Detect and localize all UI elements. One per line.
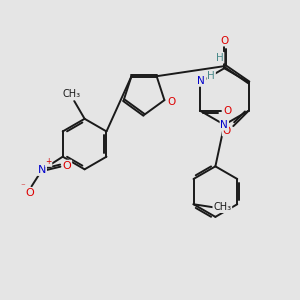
Text: +: +: [45, 157, 52, 166]
Text: N: N: [220, 120, 228, 130]
Text: O: O: [26, 188, 34, 198]
Text: ⁻: ⁻: [20, 182, 25, 191]
Text: O: O: [168, 97, 176, 106]
Text: CH₃: CH₃: [213, 202, 231, 212]
Text: O: O: [220, 36, 228, 46]
Text: N: N: [197, 76, 205, 86]
Text: H: H: [216, 53, 224, 63]
Text: CH₃: CH₃: [63, 89, 81, 99]
Text: O: O: [62, 160, 71, 171]
Text: O: O: [223, 125, 231, 136]
Text: N: N: [38, 165, 46, 175]
Text: H: H: [207, 71, 215, 81]
Text: O: O: [224, 106, 232, 116]
